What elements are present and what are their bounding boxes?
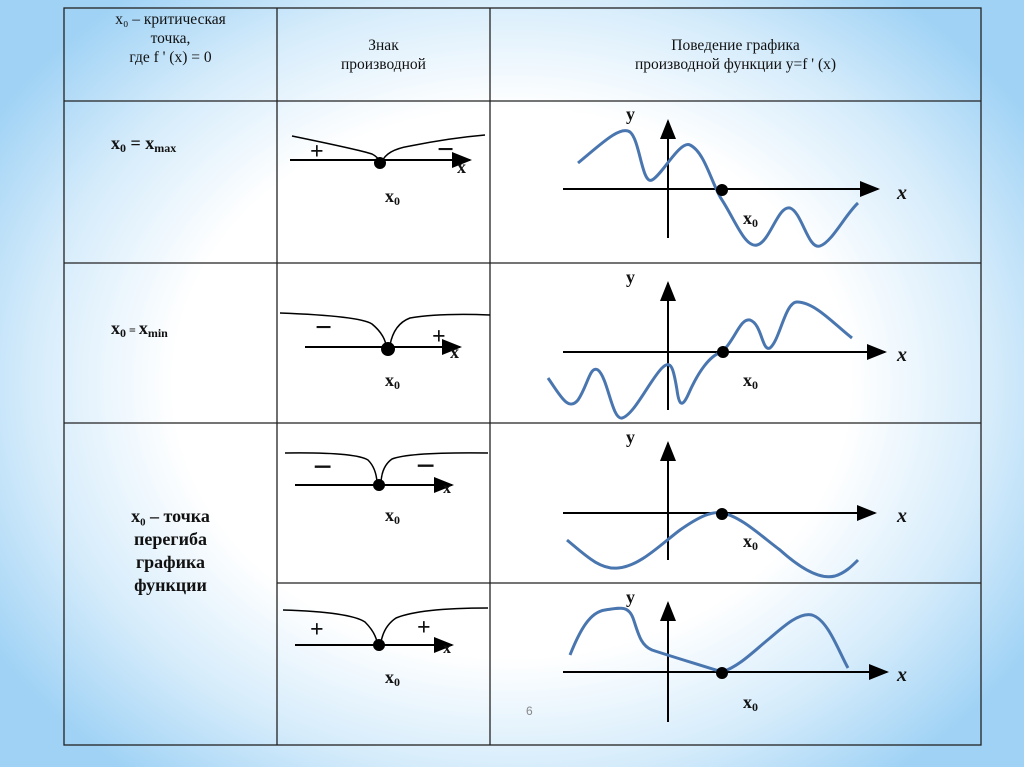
header-line: Знак	[368, 37, 399, 54]
subscript: 0	[120, 326, 126, 340]
x-text: x	[385, 370, 394, 390]
sign-right: −	[416, 448, 436, 485]
label-line: графика	[135, 552, 206, 572]
critical-point-dot	[717, 346, 729, 358]
x0-label: x0	[743, 370, 758, 393]
x-axis-label: x	[897, 182, 907, 204]
header-line: производной	[341, 56, 426, 73]
x-text: x	[385, 667, 394, 687]
critical-point-dot	[373, 479, 385, 491]
x0-label: x0	[743, 208, 758, 231]
x-axis-label: x	[897, 344, 907, 366]
derivative-curve	[546, 300, 853, 420]
row-label-min: x0 = xmin	[111, 318, 168, 341]
sign-diagram-inflection-2	[282, 607, 489, 653]
subscript: 0	[394, 378, 400, 392]
x-axis-label: x	[457, 157, 466, 177]
x0-label: x0	[743, 692, 758, 715]
subscript: 0	[752, 539, 758, 553]
x-axis-label: x	[443, 480, 451, 497]
subscript: 0	[394, 194, 400, 208]
x-axis-label: x	[443, 640, 451, 657]
derivative-graph-inflection-2	[563, 601, 889, 722]
header-derivative-sign: Знак производной	[277, 36, 490, 74]
sign-diagram-min	[279, 312, 491, 356]
sign-left: +	[310, 139, 324, 165]
y-axis-label: y	[626, 587, 635, 607]
critical-point-dot	[716, 184, 728, 196]
x-text: x	[743, 692, 752, 712]
subscript: min	[147, 326, 168, 340]
derivative-graph-max	[563, 119, 880, 248]
critical-point-dot	[716, 508, 728, 520]
header-critical-point: x₀ – критическая точка, где f ' (x) = 0	[64, 10, 277, 67]
sign-diagram-max	[290, 134, 486, 169]
x-text: x	[743, 370, 752, 390]
subscript: max	[154, 141, 177, 155]
header-line: Поведение графика	[671, 37, 800, 54]
x0-label: x0	[385, 667, 400, 690]
x-axis-label: x	[897, 664, 907, 686]
derivative-curve	[568, 606, 850, 674]
label-line: x₀ – точка	[131, 506, 210, 526]
subscript: 0	[394, 513, 400, 527]
x-text: x	[743, 531, 752, 551]
header-line: x₀ – критическая	[115, 11, 226, 28]
x-text: x	[138, 318, 148, 338]
sign-right: +	[417, 615, 431, 641]
row-label-max: x0 = xmax	[111, 133, 176, 156]
derivative-curve	[577, 129, 860, 248]
equals: =	[126, 133, 146, 153]
header-derivative-graph: Поведение графика производной функции y=…	[490, 36, 981, 74]
sign-left: −	[313, 449, 333, 486]
x-text: x	[111, 318, 120, 338]
label-line: функции	[134, 575, 207, 595]
sign-left: −	[315, 311, 333, 344]
x-text: x	[111, 133, 120, 153]
equals: =	[126, 323, 139, 337]
derivative-graph-inflection-1	[563, 441, 877, 579]
x0-label: x0	[385, 505, 400, 528]
x0-label: x0	[743, 531, 758, 554]
critical-point-dot	[374, 157, 386, 169]
table-grid	[63, 7, 982, 746]
x0-label: x0	[385, 186, 400, 209]
subscript: 0	[752, 700, 758, 714]
sign-left: +	[310, 617, 324, 643]
sign-right: −	[437, 133, 455, 166]
x-text: x	[743, 208, 752, 228]
x0-label: x0	[385, 370, 400, 393]
subscript: 0	[752, 378, 758, 392]
x-axis-label: x	[450, 342, 459, 362]
header-line: производной функции y=f ' (x)	[634, 56, 837, 73]
derivative-curve	[566, 511, 860, 579]
x-text: x	[385, 505, 394, 525]
sign-diagram-inflection-1	[284, 452, 489, 493]
derivative-graph-min	[546, 281, 887, 420]
y-axis-label: y	[626, 104, 635, 124]
y-axis-label: y	[626, 427, 635, 447]
x-axis-label: x	[897, 505, 907, 527]
x-text: x	[145, 133, 155, 153]
sign-right: +	[432, 324, 446, 350]
row-label-inflection: x₀ – точка перегиба графика функции	[64, 505, 277, 597]
subscript: 0	[752, 216, 758, 230]
subscript: 0	[394, 675, 400, 689]
critical-point-dot	[716, 667, 728, 679]
critical-point-dot	[381, 342, 395, 356]
header-line: где f ' (x) = 0	[129, 49, 212, 66]
y-axis-label: y	[626, 267, 635, 287]
page-number: 6	[526, 704, 533, 718]
header-line: точка,	[150, 30, 191, 47]
critical-point-dot	[373, 639, 385, 651]
x-text: x	[385, 186, 394, 206]
subscript: 0	[120, 141, 126, 155]
label-line: перегиба	[134, 529, 207, 549]
